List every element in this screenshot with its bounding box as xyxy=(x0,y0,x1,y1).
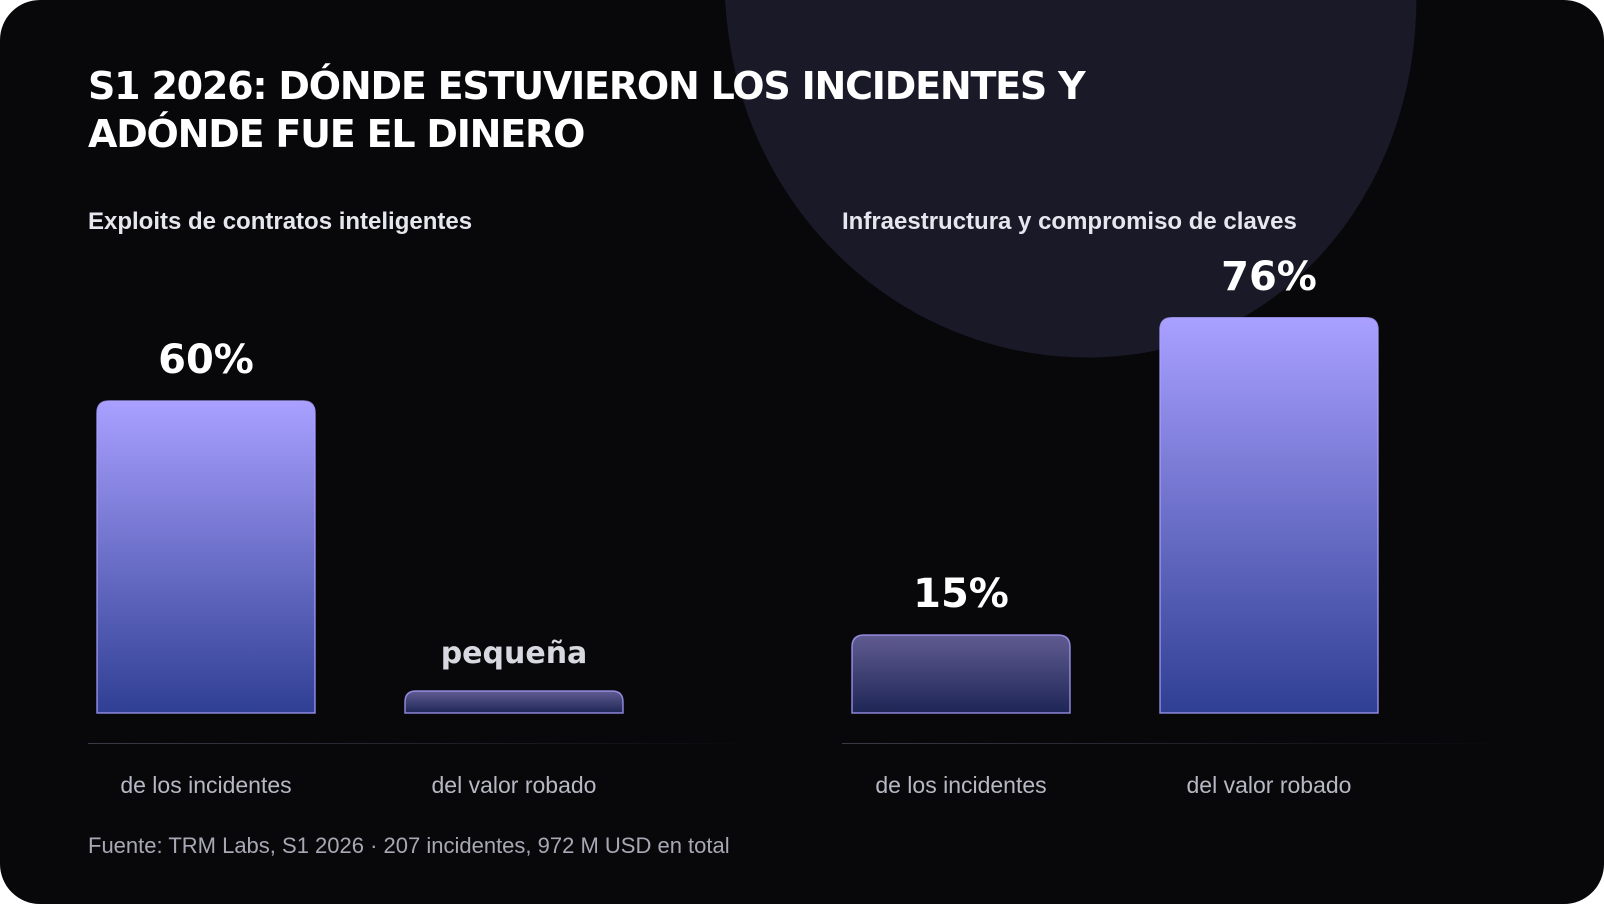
title-line-2: ADÓNDE FUE EL DINERO xyxy=(88,112,585,156)
left-panel-title: Exploits de contratos inteligentes xyxy=(88,208,473,235)
right-bar-2-value-label: 76% xyxy=(1221,254,1317,300)
left-bar-2-value-label: pequeña xyxy=(441,636,588,671)
right-category-1-label: de los incidentes xyxy=(875,772,1047,798)
right-bar-2 xyxy=(1159,317,1379,714)
left-bar-1-value-label: 60% xyxy=(158,337,254,383)
left-category-1-label: de los incidentes xyxy=(120,772,292,798)
right-panel-title: Infraestructura y compromiso de claves xyxy=(842,208,1297,235)
right-bar-1-value-label: 15% xyxy=(913,571,1009,617)
left-bar-2 xyxy=(404,690,624,714)
right-bar-1 xyxy=(851,634,1071,714)
left-bar-1 xyxy=(96,400,316,714)
right-baseline xyxy=(842,743,1512,744)
right-category-2-label: del valor robado xyxy=(1186,772,1352,798)
left-baseline xyxy=(88,743,758,744)
title-line-1: S1 2026: DÓNDE ESTUVIERON LOS INCIDENTES… xyxy=(88,64,1086,108)
chart-title: S1 2026: DÓNDE ESTUVIERON LOS INCIDENTES… xyxy=(88,62,1288,158)
source-note: Fuente: TRM Labs, S1 2026 · 207 incident… xyxy=(88,833,730,858)
left-category-2-label: del valor robado xyxy=(431,772,597,798)
